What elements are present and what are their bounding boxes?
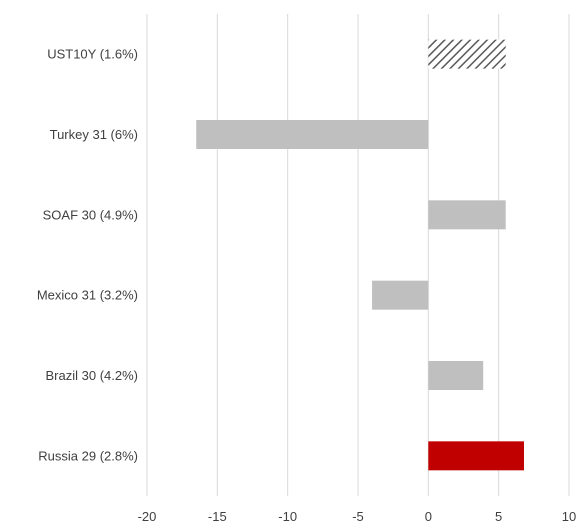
x-tick-label: -15 (208, 509, 227, 524)
category-label: UST10Y (1.6%) (47, 47, 138, 62)
category-label: Brazil 30 (4.2%) (46, 368, 138, 383)
bar (428, 361, 484, 390)
x-tick-label: -10 (278, 509, 297, 524)
x-tick-label: 5 (495, 509, 502, 524)
bar (428, 200, 506, 230)
category-label: Russia 29 (2.8%) (38, 448, 138, 463)
gridlines (146, 14, 570, 496)
x-tick-label: -20 (138, 509, 157, 524)
bar (428, 441, 524, 471)
bars (196, 39, 524, 471)
category-label: SOAF 30 (4.9%) (43, 207, 138, 222)
bar (428, 39, 506, 69)
bar (196, 120, 429, 149)
x-tick-labels: -20 -15 -10 -5 0 5 10 (138, 509, 577, 524)
x-tick-label: 0 (425, 509, 432, 524)
x-tick-label: 10 (562, 509, 576, 524)
category-labels: UST10Y (1.6%) Turkey 31 (6%) SOAF 30 (4.9%… (37, 47, 138, 464)
bar (372, 280, 429, 310)
category-label: Turkey 31 (6%) (50, 127, 138, 142)
category-label: Mexico 31 (3.2%) (37, 288, 138, 303)
x-tick-label: -5 (352, 509, 364, 524)
